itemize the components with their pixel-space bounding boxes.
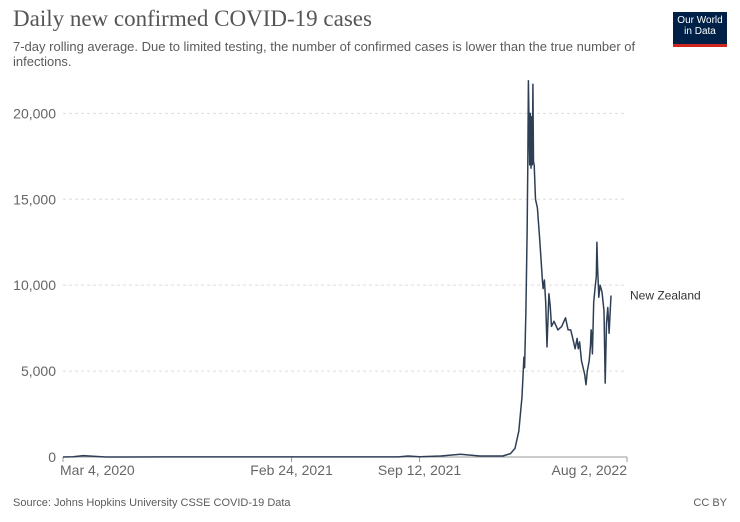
x-axis: Mar 4, 2020 Feb 24, 2021 Sep 12, 2021 Aug 2… xyxy=(60,456,628,478)
logo-accent-bar xyxy=(673,44,727,47)
y-tick-label: 20,000 xyxy=(13,105,56,121)
y-axis-ticks: 0 5,000 10,000 15,000 20,000 xyxy=(13,105,56,465)
chart-subtitle: 7-day rolling average. Due to limited te… xyxy=(13,39,636,69)
license-link[interactable]: CC BY xyxy=(693,497,727,509)
x-tick-label: Sep 12, 2021 xyxy=(378,462,462,478)
x-tick-label: Feb 24, 2021 xyxy=(250,462,333,478)
owid-logo[interactable]: Our World in Data xyxy=(673,12,727,47)
series-line-new-zealand[interactable] xyxy=(62,79,612,458)
y-tick-label: 15,000 xyxy=(13,191,56,207)
y-tick-label: 10,000 xyxy=(13,277,56,293)
series-label: New Zealand xyxy=(630,288,701,302)
gridlines xyxy=(63,112,627,372)
chart-title: Daily new confirmed COVID-19 cases xyxy=(13,6,372,31)
x-tick-label: Mar 4, 2020 xyxy=(60,462,135,478)
y-tick-label: 0 xyxy=(48,449,56,465)
y-tick-label: 5,000 xyxy=(21,363,56,379)
x-tick-label: Aug 2, 2022 xyxy=(551,462,627,478)
logo-text: Our World in Data xyxy=(677,15,723,37)
series-lines: New Zealand xyxy=(62,79,701,458)
source-note[interactable]: Source: Johns Hopkins University CSSE CO… xyxy=(13,497,291,509)
